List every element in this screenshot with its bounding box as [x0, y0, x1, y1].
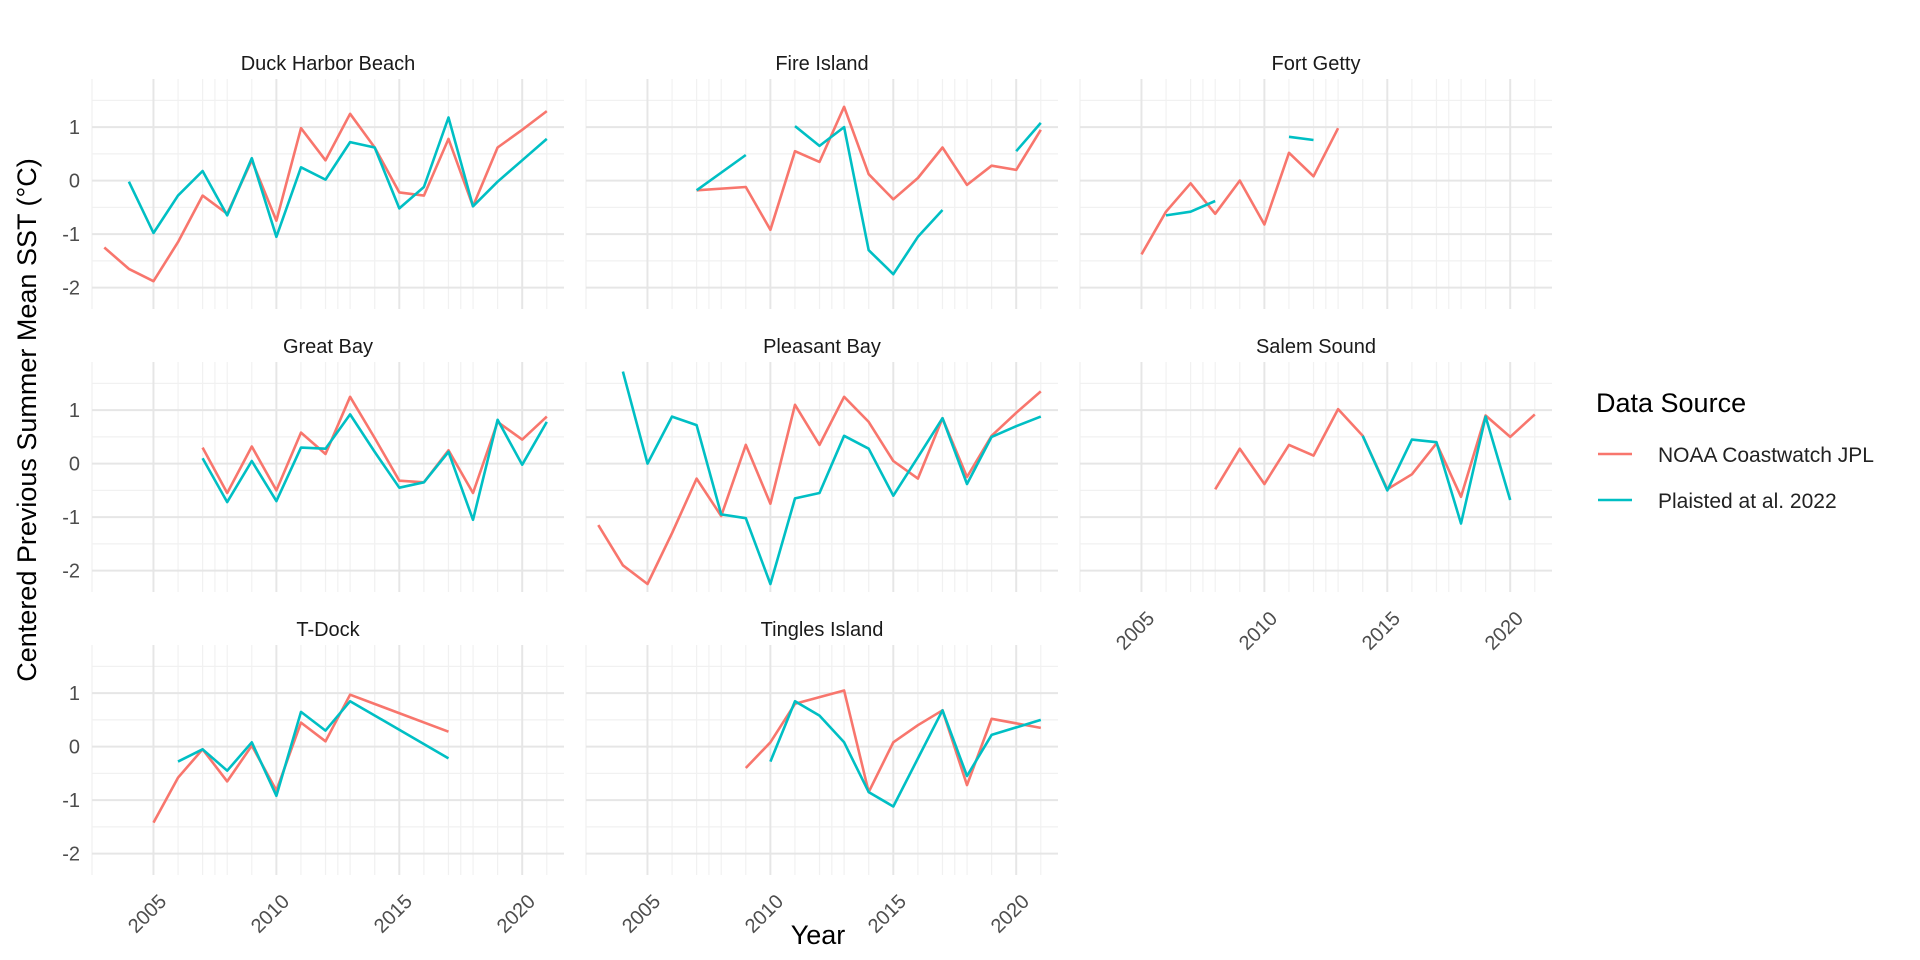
series-line-plaisted-at-al-2022	[127, 116, 548, 239]
panel-title: Pleasant Bay	[763, 336, 881, 358]
x-tick-label: 2005	[124, 891, 171, 938]
y-tick-label: 0	[69, 454, 80, 476]
panel-title: T-Dock	[296, 619, 360, 641]
y-tick-label: 0	[69, 737, 80, 759]
x-tick-label: 2020	[987, 891, 1034, 938]
y-tick-label: 0	[69, 171, 80, 193]
series-line-noaa-coastwatch-jpl	[597, 390, 1042, 586]
series-line-plaisted-at-al-2022	[695, 153, 747, 192]
series-line-noaa-coastwatch-jpl	[696, 105, 1042, 232]
panel-title: Duck Harbor Beach	[241, 53, 416, 75]
y-tick-label: -1	[62, 507, 80, 529]
x-tick-label: 2020	[1481, 608, 1528, 655]
panel-fort-getty: Fort Getty	[1079, 53, 1552, 309]
panels: Duck Harbor Beach -2 -1 0 1 Fire Island Fort G…	[62, 53, 1552, 938]
panel-great-bay: Great Bay -2 -1 0 1	[62, 336, 564, 592]
legend: Data Source NOAA Coastwatch JPL Plaisted…	[1596, 388, 1874, 513]
panel-fire-island: Fire Island	[585, 53, 1058, 309]
x-tick-label: 2015	[1358, 608, 1405, 655]
y-tick-label: 1	[69, 400, 80, 422]
series-line-plaisted-at-al-2022	[621, 371, 1042, 586]
panel-t-dock: T-Dock -2 -1 0 1 2005 2010 2015 2020	[62, 619, 564, 938]
y-axis-title: Centered Previous Summer Mean SST (°C)	[12, 158, 42, 681]
series-line-plaisted-at-al-2022	[1015, 122, 1042, 153]
y-tick-label: -1	[62, 790, 80, 812]
x-tick-label: 2005	[618, 891, 665, 938]
y-tick-label: 1	[69, 683, 80, 705]
series-line-plaisted-at-al-2022	[201, 413, 548, 522]
panel-title: Great Bay	[283, 336, 373, 358]
series-line-plaisted-at-al-2022	[1165, 199, 1216, 217]
x-tick-label: 2015	[370, 891, 417, 938]
panel-title: Fire Island	[775, 53, 868, 75]
y-tick-label: -2	[62, 561, 80, 583]
legend-title: Data Source	[1596, 388, 1746, 418]
x-tick-label: 2010	[1235, 608, 1282, 655]
y-tick-label: -2	[62, 844, 80, 866]
y-tick-label: 1	[69, 117, 80, 139]
series-line-noaa-coastwatch-jpl	[1140, 127, 1340, 256]
panel-pleasant-bay: Pleasant Bay	[585, 336, 1058, 592]
x-tick-label: 2015	[864, 891, 911, 938]
x-axis-title: Year	[791, 920, 846, 950]
panel-salem-sound: Salem Sound 2005 2010 2015 2020	[1079, 336, 1552, 655]
x-tick-label: 2020	[493, 891, 540, 938]
x-tick-label: 2010	[247, 891, 294, 938]
series-line-noaa-coastwatch-jpl	[201, 395, 548, 495]
series-line-plaisted-at-al-2022	[1361, 415, 1512, 525]
series-line-plaisted-at-al-2022	[1288, 135, 1314, 142]
panel-title: Tingles Island	[761, 619, 884, 641]
legend-label-noaa: NOAA Coastwatch JPL	[1658, 444, 1874, 467]
panel-title: Salem Sound	[1256, 336, 1376, 358]
x-tick-label: 2010	[741, 891, 788, 938]
panel-title: Fort Getty	[1272, 53, 1361, 75]
series-line-plaisted-at-al-2022	[769, 699, 1042, 808]
panel-duck-harbor-beach: Duck Harbor Beach -2 -1 0 1	[62, 53, 564, 309]
legend-label-plaisted: Plaisted at al. 2022	[1658, 490, 1837, 513]
series-line-plaisted-at-al-2022	[794, 125, 944, 276]
panel-tingles-island: Tingles Island 2005 2010 2015 2020	[585, 619, 1058, 938]
series-line-plaisted-at-al-2022	[177, 699, 450, 798]
x-tick-label: 2005	[1112, 608, 1159, 655]
y-tick-label: -2	[62, 278, 80, 300]
y-tick-label: -1	[62, 224, 80, 246]
